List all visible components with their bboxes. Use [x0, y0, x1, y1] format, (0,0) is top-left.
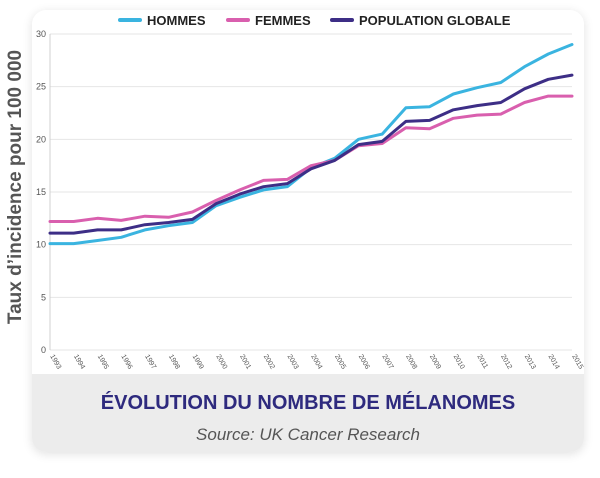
chart-source: Source: UK Cancer Research	[196, 425, 420, 444]
x-tick-label: 2010	[452, 354, 466, 371]
x-tick-label: 2012	[499, 354, 513, 371]
x-tick-label: 2004	[309, 354, 323, 371]
x-tick-label: 2007	[380, 354, 394, 371]
x-tick-label: 1993	[48, 354, 62, 371]
legend-label: POPULATION GLOBALE	[359, 13, 511, 28]
x-tick-label: 2014	[547, 354, 561, 371]
x-tick-label: 1999	[191, 354, 205, 371]
y-tick-label: 20	[36, 134, 46, 144]
x-tick-label: 2001	[238, 354, 252, 371]
x-tick-label: 2011	[475, 354, 489, 371]
x-tick-label: 2015	[570, 354, 584, 371]
y-tick-label: 10	[36, 240, 46, 250]
x-tick-label: 2006	[357, 354, 371, 371]
y-tick-label: 25	[36, 82, 46, 92]
caption-panel	[32, 374, 584, 452]
y-tick-label: 5	[41, 292, 46, 302]
legend-label: FEMMES	[255, 13, 311, 28]
series-line	[48, 43, 574, 246]
x-tick-label: 1997	[143, 354, 157, 371]
x-tick-label: 2003	[286, 354, 300, 371]
x-tick-label: 2005	[333, 354, 347, 371]
x-tick-label: 1995	[96, 354, 110, 371]
x-tick-label: 2013	[523, 354, 537, 371]
x-tick-label: 1998	[167, 354, 181, 371]
series-line	[48, 94, 574, 223]
x-tick-label: 2009	[428, 354, 442, 371]
x-tick-label: 1996	[119, 354, 133, 371]
x-tick-label: 1994	[72, 354, 86, 371]
legend-label: HOMMES	[147, 13, 206, 28]
x-tick-label: 2000	[214, 354, 228, 371]
x-tick-label: 2008	[404, 354, 418, 371]
chart-title: ÉVOLUTION DU NOMBRE DE MÉLANOMES	[100, 392, 516, 414]
y-tick-label: 30	[36, 29, 46, 39]
y-tick-label: 0	[41, 345, 46, 355]
x-tick-label: 2002	[262, 354, 276, 371]
series-line	[48, 73, 574, 235]
y-tick-label: 15	[36, 187, 46, 197]
